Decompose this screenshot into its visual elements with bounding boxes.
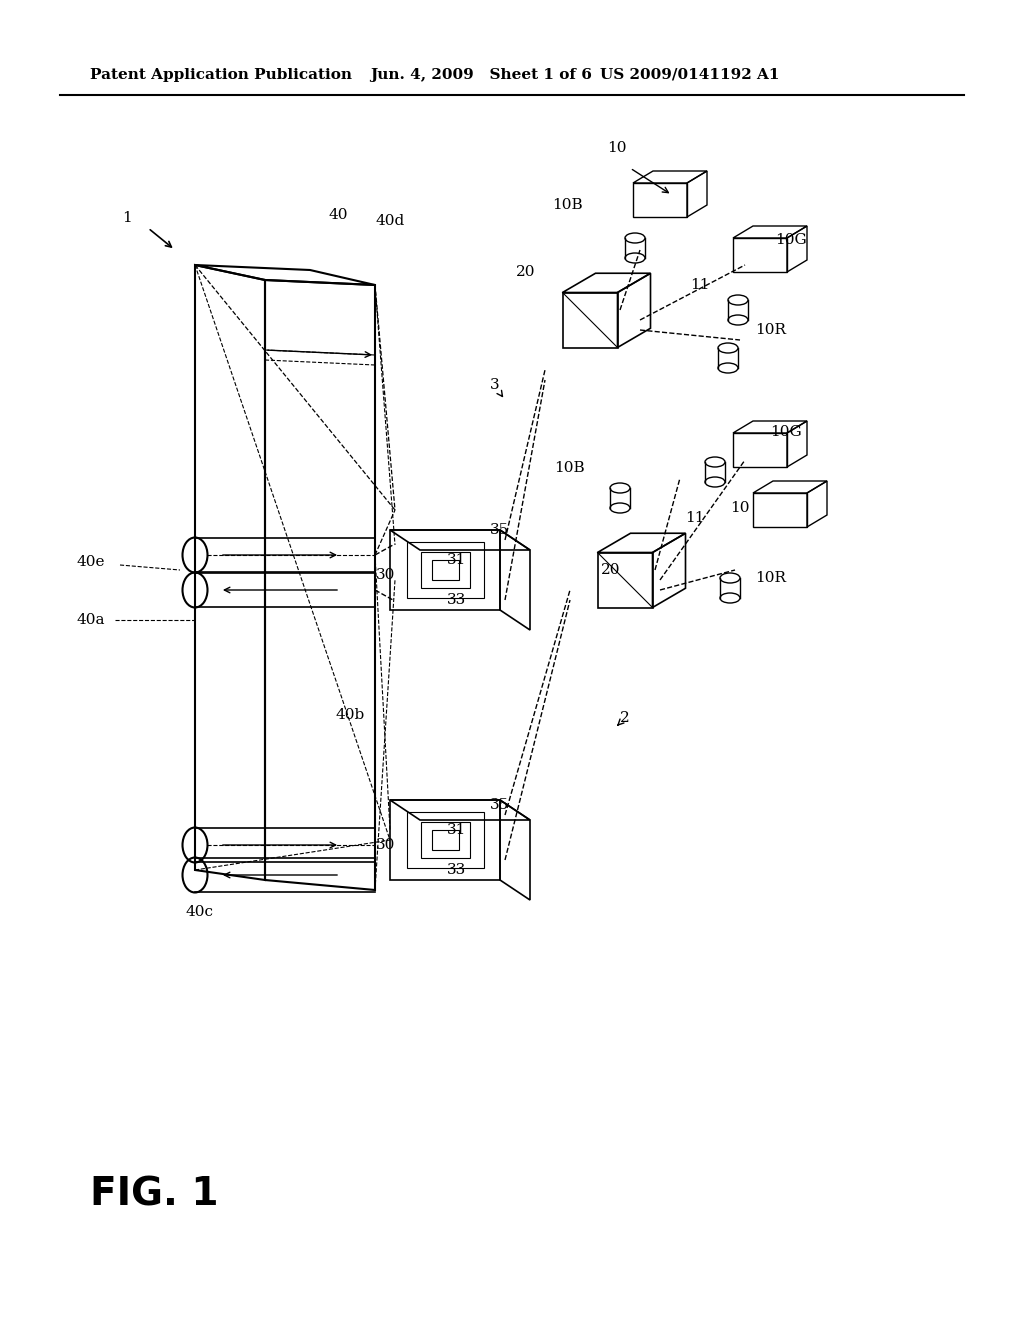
Bar [432, 830, 459, 850]
Text: 40: 40 [329, 209, 348, 222]
Text: 2: 2 [621, 711, 630, 725]
Bar [421, 552, 470, 587]
Text: 40c: 40c [186, 906, 214, 919]
Text: 40e: 40e [77, 554, 105, 569]
Text: 20: 20 [600, 564, 620, 577]
Text: 11: 11 [690, 279, 710, 292]
Text: 10R: 10R [755, 323, 786, 337]
Text: 10B: 10B [552, 198, 583, 213]
Bar [407, 543, 484, 598]
Text: FIG. 1: FIG. 1 [90, 1175, 218, 1213]
Text: 11: 11 [685, 511, 705, 525]
Text: 10: 10 [607, 141, 627, 154]
Text: 35: 35 [490, 799, 509, 812]
Text: 1: 1 [122, 211, 132, 224]
Text: 40d: 40d [375, 214, 404, 228]
Text: 10G: 10G [770, 425, 802, 440]
Text: 40b: 40b [335, 708, 365, 722]
Text: 35: 35 [490, 523, 509, 537]
Text: 30: 30 [376, 568, 395, 582]
Text: 31: 31 [447, 553, 466, 568]
Text: 20: 20 [515, 265, 535, 279]
Bar [421, 822, 470, 858]
Text: US 2009/0141192 A1: US 2009/0141192 A1 [600, 69, 779, 82]
Bar [407, 812, 484, 869]
Bar [432, 560, 459, 579]
Text: Patent Application Publication: Patent Application Publication [90, 69, 352, 82]
Text: 10G: 10G [775, 234, 807, 247]
Text: 10B: 10B [554, 461, 585, 475]
Text: 30: 30 [376, 838, 395, 851]
Text: 10: 10 [730, 502, 750, 515]
Text: Jun. 4, 2009   Sheet 1 of 6: Jun. 4, 2009 Sheet 1 of 6 [370, 69, 592, 82]
Text: 3: 3 [490, 378, 500, 392]
Text: 33: 33 [447, 863, 466, 876]
Text: 33: 33 [447, 593, 466, 607]
Text: 10R: 10R [755, 572, 786, 585]
Text: 40a: 40a [77, 612, 105, 627]
Text: 31: 31 [447, 822, 466, 837]
